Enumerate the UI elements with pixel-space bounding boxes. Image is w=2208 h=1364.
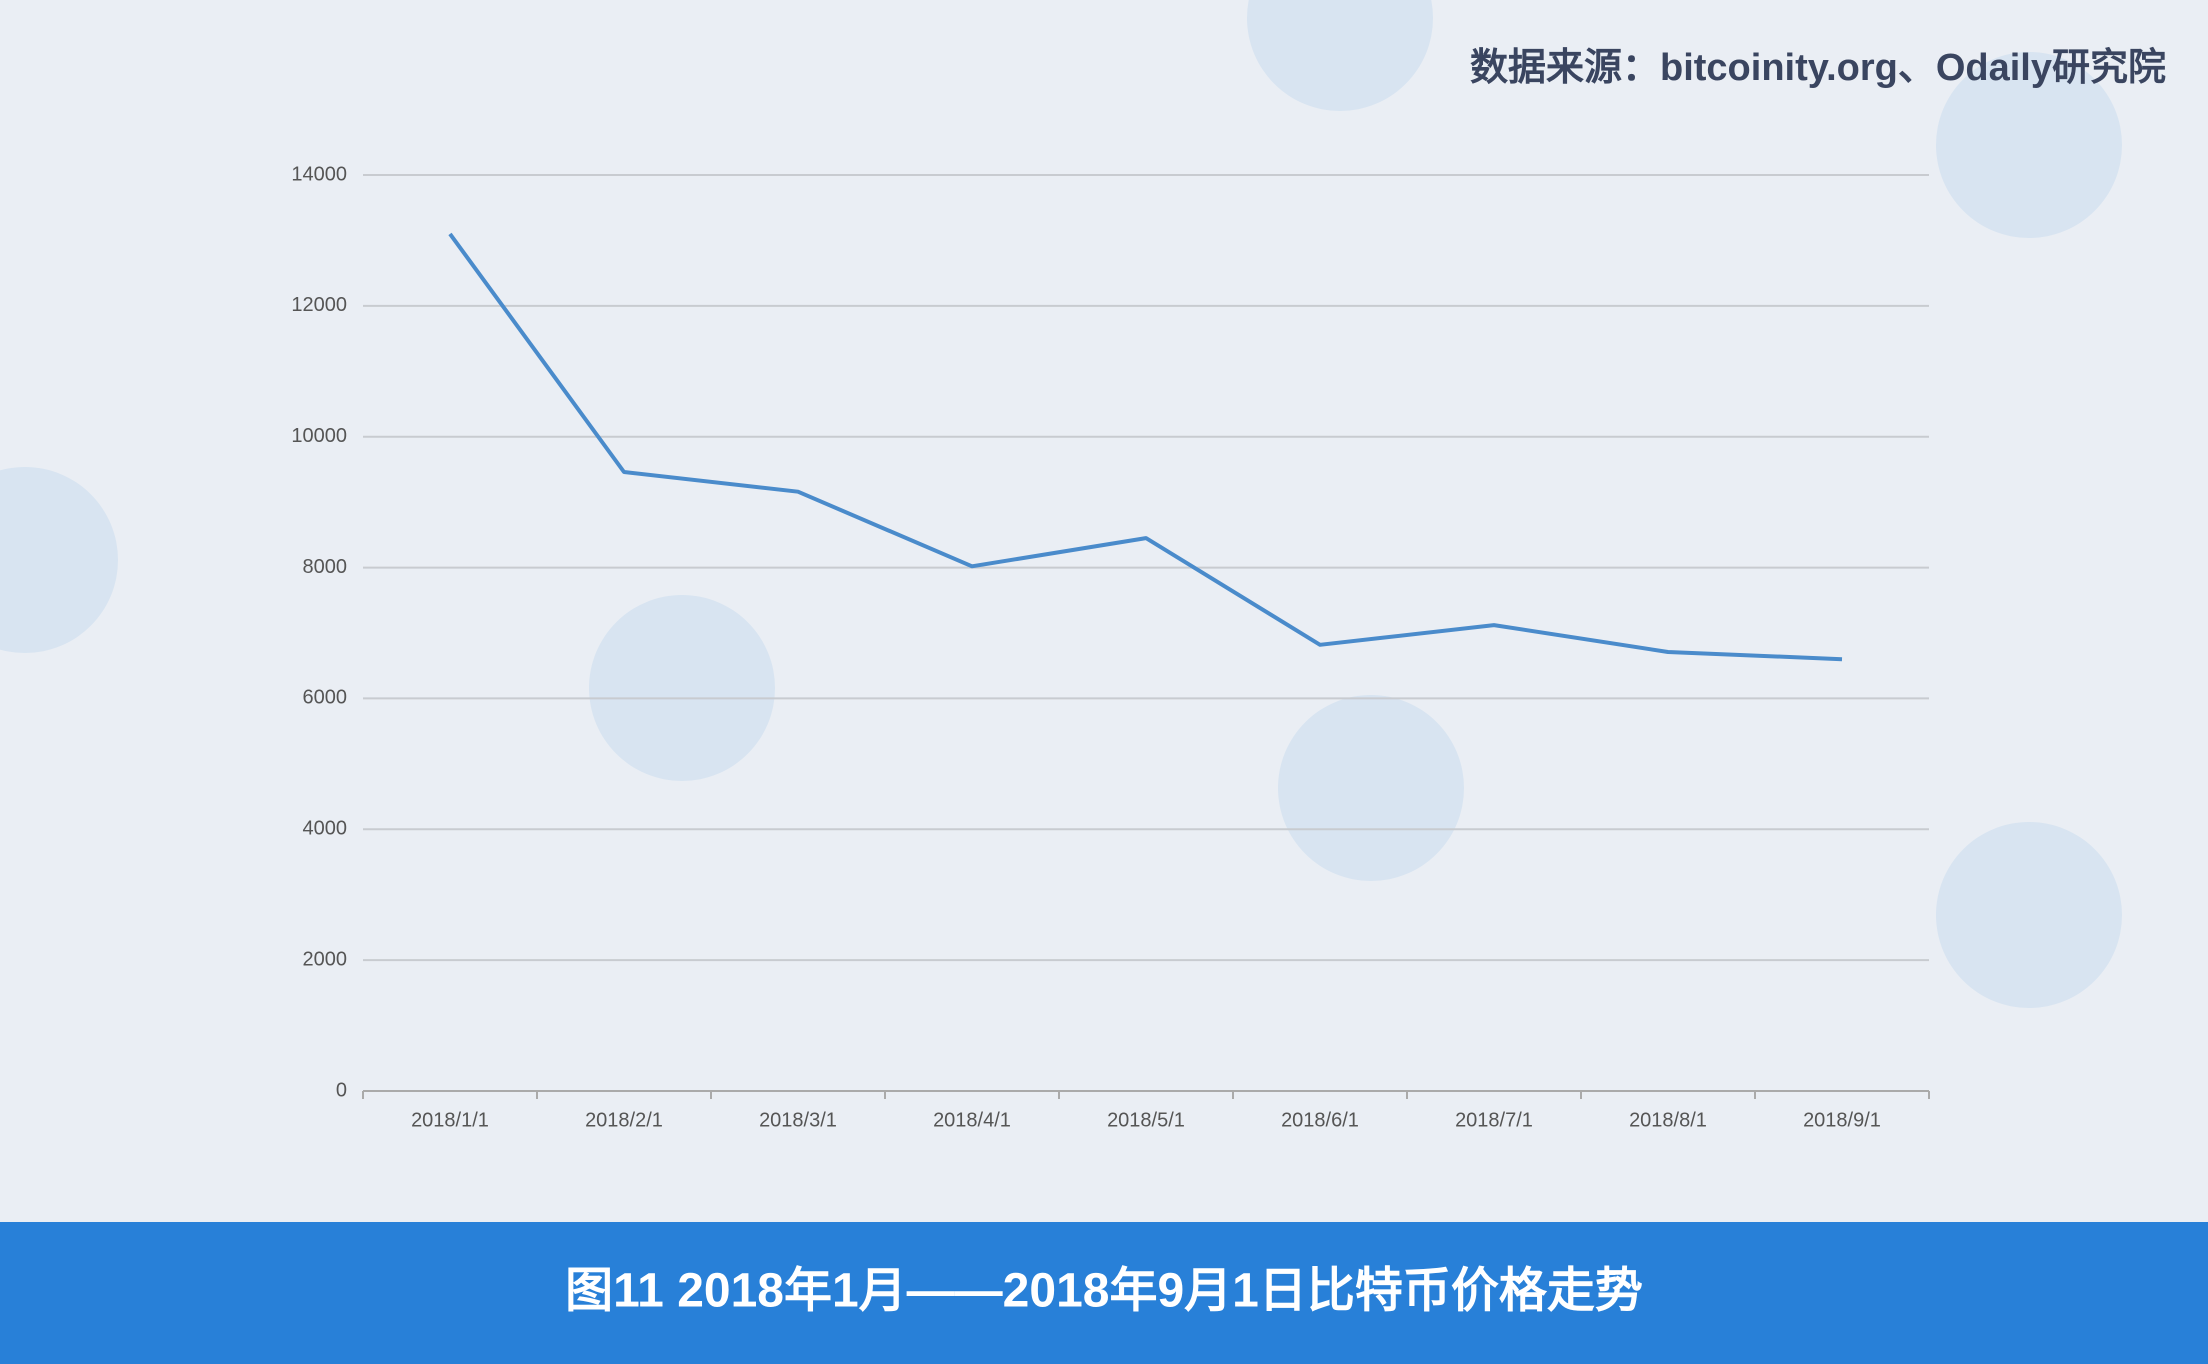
y-tick-label: 8000: [303, 556, 348, 578]
x-tick-label: 2018/9/1: [1803, 1109, 1881, 1131]
price-line: [448, 232, 1843, 662]
caption: 图11 2018年1月——2018年9月1日比特币价格走势: [565, 1265, 1643, 1318]
y-tick-label: 6000: [303, 687, 348, 709]
y-tick-label: 2000: [303, 948, 348, 970]
x-tick-label: 2018/1/1: [411, 1109, 489, 1131]
x-tick-label: 2018/8/1: [1629, 1109, 1707, 1131]
caption-banner: [0, 1222, 2208, 1364]
x-tick-label: 2018/4/1: [933, 1109, 1011, 1131]
y-tick-label: 0: [336, 1079, 347, 1101]
x-tick-label: 2018/6/1: [1281, 1109, 1359, 1131]
x-tick-label: 2018/3/1: [759, 1109, 837, 1131]
watermarks: [0, 0, 2122, 1008]
y-tick-label: 10000: [291, 425, 347, 447]
y-tick-label: 4000: [303, 818, 348, 840]
y-tick-label: 12000: [291, 294, 347, 316]
x-tick-label: 2018/5/1: [1107, 1109, 1185, 1131]
x-tick-label: 2018/2/1: [585, 1109, 663, 1131]
x-tick-label: 2018/7/1: [1455, 1109, 1533, 1131]
source-note: 数据来源：bitcoinity.org、Odaily研究院: [1470, 47, 2166, 89]
y-tick-label: 14000: [291, 163, 347, 185]
